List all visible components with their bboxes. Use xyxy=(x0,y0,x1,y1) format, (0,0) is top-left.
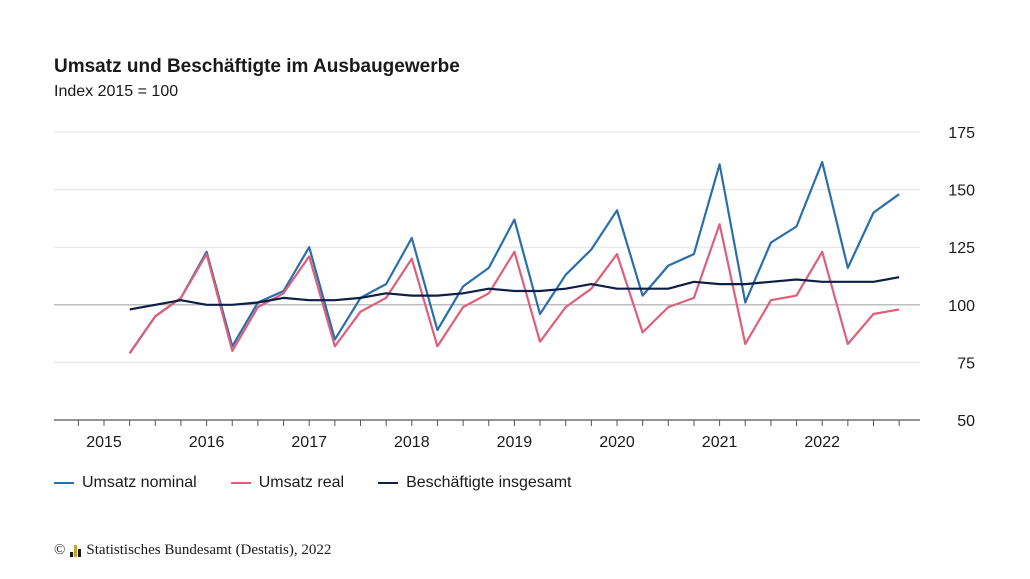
source-footer: © Statistisches Bundesamt (Destatis), 20… xyxy=(54,542,331,559)
x-tick-label: 2020 xyxy=(599,434,635,451)
legend-swatch-employed xyxy=(378,482,399,484)
x-tick-label: 2018 xyxy=(394,434,430,451)
y-tick-label: 125 xyxy=(948,240,975,257)
x-tick-label: 2016 xyxy=(189,434,225,451)
y-tick-label: 75 xyxy=(957,355,975,372)
series-lines xyxy=(128,160,900,354)
legend-label-employed: Beschäftigte insgesamt xyxy=(406,474,572,491)
legend-label-nominal: Umsatz nominal xyxy=(82,474,197,491)
legend-item-nominal: Umsatz nominal xyxy=(54,474,197,492)
chart-title: Umsatz und Beschäftigte im Ausbaugewerbe xyxy=(54,56,460,77)
series-line-employed xyxy=(129,276,900,311)
legend-label-real: Umsatz real xyxy=(258,474,345,491)
y-tick-label: 100 xyxy=(948,298,975,315)
x-tick-label: 2022 xyxy=(804,434,840,451)
legend-swatch-real xyxy=(230,482,251,484)
y-tick-label: 150 xyxy=(948,183,975,200)
legend: Umsatz nominal Umsatz real Beschäftigte … xyxy=(54,474,571,492)
copyright-symbol: © xyxy=(54,542,66,558)
gridlines xyxy=(54,131,920,363)
chart-subtitle: Index 2015 = 100 xyxy=(54,83,179,100)
x-tick-label: 2019 xyxy=(497,434,533,451)
x-tick-label: 2017 xyxy=(291,434,327,451)
series-line-real xyxy=(128,223,900,354)
legend-swatch-nominal xyxy=(54,482,74,484)
x-tick-label: 2015 xyxy=(86,434,122,451)
x-tick-label: 2021 xyxy=(702,434,738,451)
y-axis: 50 75 100 125 150 175 xyxy=(948,125,975,430)
destatis-logo-icon xyxy=(70,544,82,557)
source-text: Statistisches Bundesamt (Destatis), 2022 xyxy=(86,542,332,558)
x-axis: 2015 2016 2017 2018 2019 2020 2021 2022 xyxy=(54,419,920,451)
legend-item-real: Umsatz real xyxy=(230,474,345,492)
series-line-nominal xyxy=(128,160,900,354)
y-tick-label: 175 xyxy=(948,125,975,142)
legend-item-employed: Beschäftigte insgesamt xyxy=(378,474,571,492)
y-tick-label: 50 xyxy=(957,413,975,430)
